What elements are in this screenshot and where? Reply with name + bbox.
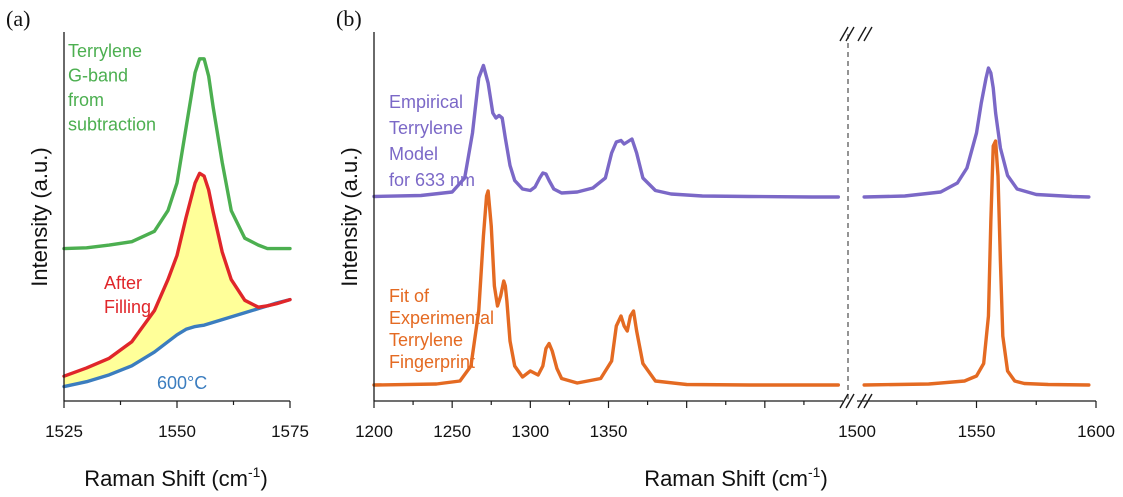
panel-b-series — [372, 63, 1091, 387]
series-empirical-model-right — [862, 66, 1091, 199]
panel-b-ticks: 1200 1250 1300 1350 1500 1550 1600 — [355, 401, 1115, 441]
series-empirical-model-left — [372, 63, 841, 199]
panel-a-series — [62, 57, 292, 389]
x-tick-label: 1250 — [433, 422, 471, 441]
series-600c — [62, 297, 292, 389]
x-tick-label: 1575 — [271, 422, 309, 441]
panel-a-label: (a) — [6, 6, 30, 31]
annotation-after-filling: After Filling — [104, 273, 151, 317]
panel-a-plot: 1525 1550 1575 — [45, 32, 309, 441]
panel-a-y-axis-label: Intensity (a.u.) — [27, 147, 52, 286]
x-tick-label: 1300 — [511, 422, 549, 441]
x-tick-label: 1350 — [590, 422, 628, 441]
x-tick-label: 1600 — [1077, 422, 1115, 441]
panel-b-annotations: Empirical Terrylene Model for 633 nm Fit of E… — [389, 92, 494, 372]
difference-fill-area — [64, 173, 290, 387]
panel-b-x-axis-label: Raman Shift (cm-1) — [644, 464, 828, 491]
annotation-terrylene-g-band: Terrylene G-band from subtraction — [68, 41, 156, 135]
panel-b-label: (b) — [336, 6, 362, 31]
x-tick-label: 1550 — [958, 422, 996, 441]
panel-a-ticks: 1525 1550 1575 — [45, 401, 309, 441]
panel-b-plot: 1200 1250 1300 1350 1500 1550 1600 — [355, 26, 1115, 441]
panel-b-y-axis-label: Intensity (a.u.) — [337, 147, 362, 286]
axis-break-marks — [839, 26, 873, 409]
panel-a-annotations: Terrylene G-band from subtraction After Filli… — [68, 41, 207, 393]
series-after-filling — [62, 171, 292, 378]
x-tick-label: 1525 — [45, 422, 83, 441]
series-experimental-fit-right — [862, 139, 1091, 387]
x-tick-label: 1200 — [355, 422, 393, 441]
series-terrylene-g-band — [62, 57, 292, 251]
annotation-empirical-model: Empirical Terrylene Model for 633 nm — [389, 92, 475, 190]
panel-a-x-axis-label: Raman Shift (cm-1) — [84, 464, 268, 491]
x-tick-label: 1500 — [838, 422, 876, 441]
annotation-600c: 600°C — [157, 373, 207, 393]
x-tick-label: 1550 — [158, 422, 196, 441]
series-experimental-fit-left — [372, 189, 841, 387]
annotation-experimental-fit: Fit of Experimental Terrylene Fingerprint — [389, 286, 494, 372]
